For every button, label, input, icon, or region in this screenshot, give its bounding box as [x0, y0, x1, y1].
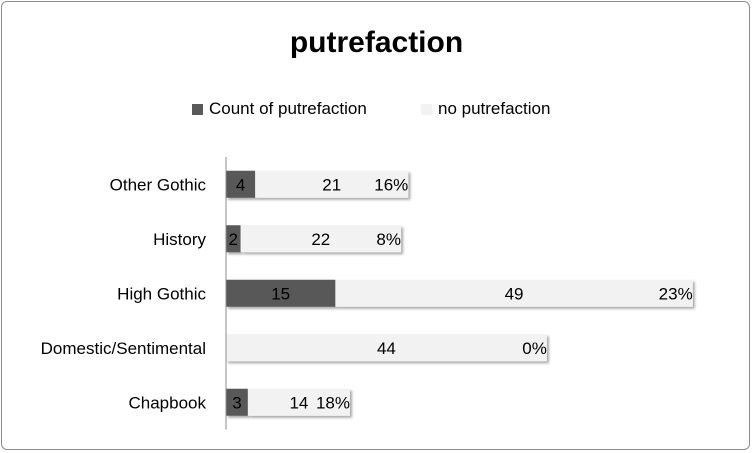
legend-label-count: Count of putrefaction [209, 99, 367, 118]
category-label: High Gothic [117, 284, 206, 303]
legend-item-count: Count of putrefaction [192, 99, 367, 119]
data-label-no: 44 [377, 339, 396, 358]
category-label: Other Gothic [110, 175, 207, 194]
bar-count [226, 225, 241, 253]
data-label-count: 15 [271, 284, 290, 303]
data-label-count: 3 [232, 393, 241, 412]
chart-title: putrefaction [289, 26, 464, 59]
data-label-count: 2 [229, 230, 238, 249]
data-label-no: 49 [505, 284, 524, 303]
bar-count [226, 170, 256, 198]
bar-count [226, 388, 248, 416]
category-label: Domestic/Sentimental [41, 339, 206, 358]
bar-no [247, 388, 350, 416]
bar-no [240, 225, 402, 253]
percent-label: 8% [376, 230, 401, 249]
category-label: History [153, 230, 206, 249]
bar-no [226, 334, 547, 362]
bar-no [255, 170, 409, 198]
data-label-no: 22 [311, 230, 330, 249]
data-label-no: 14 [289, 393, 308, 412]
percent-label: 18% [316, 393, 350, 412]
category-label: Chapbook [128, 393, 206, 412]
percent-label: 0% [522, 339, 547, 358]
data-label-count: 4 [236, 175, 245, 194]
bar-count [226, 279, 336, 307]
legend-label-no: no putrefaction [438, 99, 551, 118]
percent-label: 23% [659, 284, 693, 303]
legend-swatch-no [421, 103, 432, 115]
chart-legend: Count of putrefaction no putrefaction [0, 99, 753, 121]
data-label-no: 21 [322, 175, 341, 194]
percent-label: 16% [374, 175, 408, 194]
bar-no [335, 279, 693, 307]
legend-swatch-count [192, 103, 203, 115]
legend-item-no: no putrefaction [421, 99, 550, 119]
